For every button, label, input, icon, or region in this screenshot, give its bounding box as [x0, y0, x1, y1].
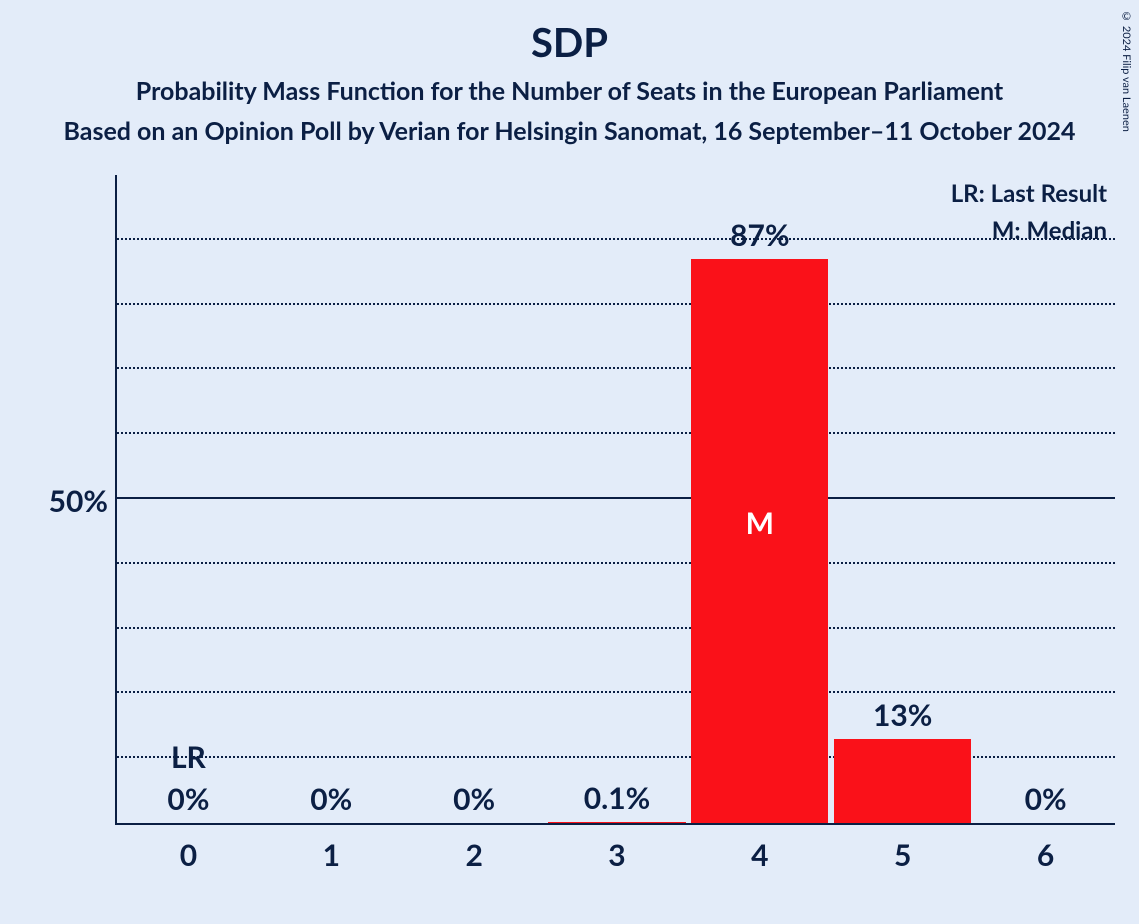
y-axis-tick-50: 50%: [30, 483, 108, 519]
bar: [691, 259, 828, 823]
gridline: [117, 238, 1115, 240]
bar-value-label: 0%: [310, 781, 352, 817]
x-tick-label: 2: [465, 837, 482, 873]
chart-container: 50% LR: Last Result M: Median 0%LR00%10%…: [30, 165, 1120, 905]
gridline: [117, 562, 1115, 564]
gridline: [117, 497, 1115, 499]
bar-value-label: 87%: [730, 217, 789, 253]
gridline: [117, 691, 1115, 693]
x-tick-label: 4: [751, 837, 768, 873]
legend: LR: Last Result M: Median: [951, 179, 1107, 253]
copyright-text: © 2024 Filip van Laenen: [1120, 10, 1133, 132]
gridline: [117, 432, 1115, 434]
legend-m: M: Median: [951, 216, 1107, 245]
median-marker: M: [746, 505, 774, 541]
bar-value-label: 0%: [167, 781, 209, 817]
bar: [834, 739, 971, 823]
x-tick-label: 5: [894, 837, 911, 873]
chart-title: SDP: [0, 0, 1139, 66]
last-result-marker: LR: [171, 739, 206, 775]
bar-value-label: 0.1%: [584, 780, 651, 816]
gridline: [117, 627, 1115, 629]
bar-value-label: 13%: [873, 697, 932, 733]
gridline: [117, 367, 1115, 369]
x-tick-label: 3: [608, 837, 625, 873]
legend-lr: LR: Last Result: [951, 179, 1107, 208]
plot-area: LR: Last Result M: Median 0%LR00%10%20.1…: [115, 175, 1115, 825]
x-tick-label: 0: [180, 837, 197, 873]
bar-value-label: 0%: [453, 781, 495, 817]
x-tick-label: 1: [323, 837, 340, 873]
gridline: [117, 303, 1115, 305]
x-tick-label: 6: [1037, 837, 1054, 873]
bar-value-label: 0%: [1025, 781, 1067, 817]
chart-subtitle-1: Probability Mass Function for the Number…: [0, 76, 1139, 106]
chart-subtitle-2: Based on an Opinion Poll by Verian for H…: [0, 116, 1139, 146]
bar: [548, 822, 685, 823]
